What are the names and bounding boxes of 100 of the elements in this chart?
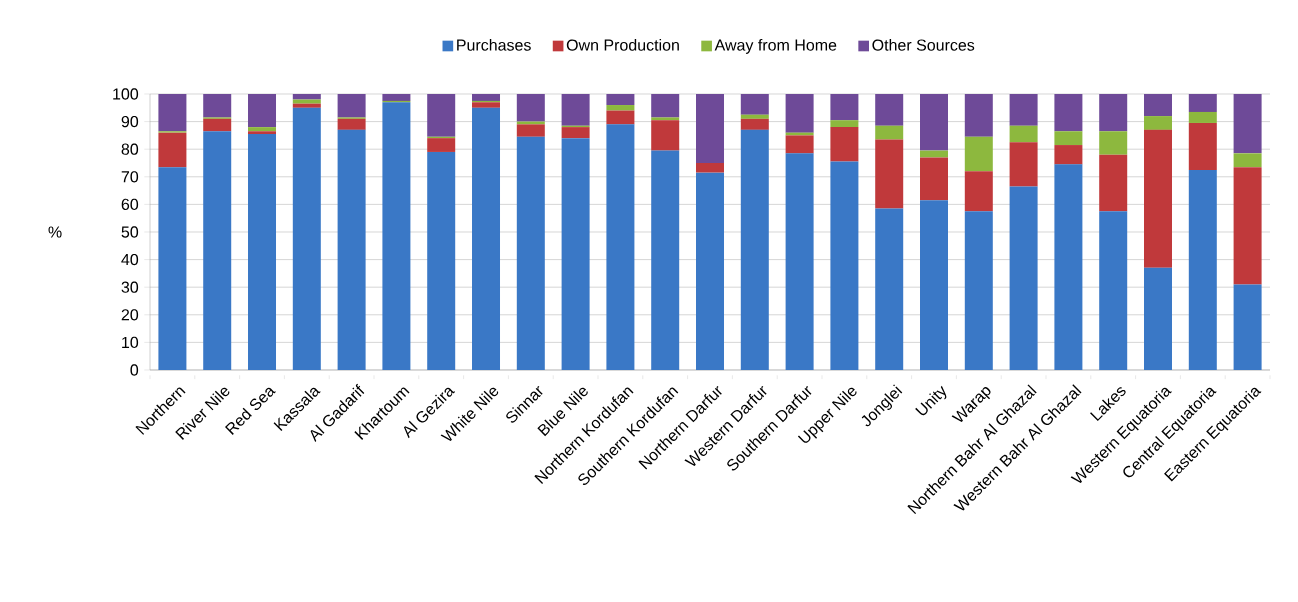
y-tick-label: 30 <box>121 281 139 293</box>
bar <box>248 134 277 370</box>
bar <box>427 93 456 137</box>
bar <box>1054 93 1083 132</box>
bar <box>158 167 187 370</box>
bar <box>1233 153 1262 168</box>
bar <box>740 118 769 130</box>
bar <box>1144 116 1172 130</box>
legend-label: Purchases <box>457 39 531 51</box>
bar <box>606 110 635 125</box>
y-tick-label: 70 <box>121 171 139 183</box>
bar <box>561 138 590 370</box>
y-tick-label: 40 <box>121 253 139 266</box>
bar <box>830 93 859 121</box>
bar <box>1188 169 1217 370</box>
bar <box>964 136 993 172</box>
bar <box>606 93 635 106</box>
bar <box>292 107 321 370</box>
bar <box>472 107 501 370</box>
bar <box>785 153 814 370</box>
bar <box>1009 93 1038 126</box>
bar <box>427 138 456 152</box>
bar <box>382 93 411 101</box>
y-tick-label: 100 <box>113 88 139 100</box>
bar <box>740 114 769 119</box>
bar <box>561 93 590 126</box>
bar <box>516 93 545 122</box>
bar <box>248 131 277 135</box>
bar <box>203 118 232 132</box>
bar <box>606 105 635 111</box>
bar <box>1009 125 1038 143</box>
bar <box>472 102 501 108</box>
bar <box>472 93 501 101</box>
bar <box>1188 111 1217 123</box>
legend-label: Away from Home <box>714 39 837 54</box>
bar <box>203 93 232 118</box>
bar <box>830 161 859 370</box>
bar <box>920 157 948 201</box>
bar <box>920 93 948 151</box>
bar <box>1144 129 1172 268</box>
bar <box>1233 284 1262 370</box>
bar <box>427 151 456 370</box>
bar <box>248 93 277 128</box>
bar <box>1188 93 1217 112</box>
bar <box>785 93 814 133</box>
bar <box>1099 154 1128 212</box>
bar <box>292 93 321 100</box>
bar <box>651 93 680 118</box>
bar <box>696 172 725 370</box>
bar <box>785 135 814 154</box>
bar <box>1144 267 1172 370</box>
bar <box>337 129 366 370</box>
y-tick-label: 80 <box>121 143 139 155</box>
bar <box>382 102 411 370</box>
bar <box>1188 122 1217 170</box>
bar <box>875 139 904 209</box>
bar <box>158 93 187 132</box>
bar <box>1054 145 1083 165</box>
y-tick-label: 50 <box>121 226 139 238</box>
bar <box>1054 131 1083 146</box>
bar <box>964 171 993 212</box>
legend-label: Own Production <box>566 39 679 51</box>
bar <box>1233 167 1262 285</box>
bar <box>292 103 321 108</box>
bar <box>830 120 859 128</box>
bar <box>337 93 366 118</box>
bar <box>696 93 725 163</box>
bar <box>203 131 232 370</box>
bar <box>516 124 545 137</box>
legend-label: Other Sources <box>872 39 975 51</box>
bar <box>1054 164 1083 370</box>
bar <box>1099 211 1128 370</box>
bar <box>830 127 859 162</box>
bar <box>1144 93 1172 117</box>
bar <box>1009 142 1038 187</box>
y-tick-label: 10 <box>122 336 139 349</box>
bar <box>875 93 904 126</box>
y-axis-title: % <box>48 226 62 238</box>
bar <box>292 99 321 104</box>
y-tick-label: 90 <box>121 115 139 128</box>
y-tick-label: 20 <box>121 309 139 321</box>
bar <box>651 117 680 121</box>
bar <box>696 162 725 173</box>
bar <box>248 127 277 132</box>
bar <box>337 118 366 130</box>
bar <box>920 200 948 370</box>
bar <box>651 150 680 370</box>
bar <box>1099 131 1128 155</box>
bar <box>875 125 904 140</box>
bar <box>1233 93 1262 154</box>
bar <box>875 208 904 370</box>
bar <box>651 120 680 151</box>
bar <box>740 93 769 115</box>
y-tick-label: 60 <box>121 198 139 211</box>
bar <box>1009 186 1038 370</box>
bar <box>561 127 590 139</box>
bar <box>158 132 187 168</box>
bar <box>606 124 635 370</box>
bar <box>740 129 769 370</box>
y-tick-label: 0 <box>130 364 139 376</box>
